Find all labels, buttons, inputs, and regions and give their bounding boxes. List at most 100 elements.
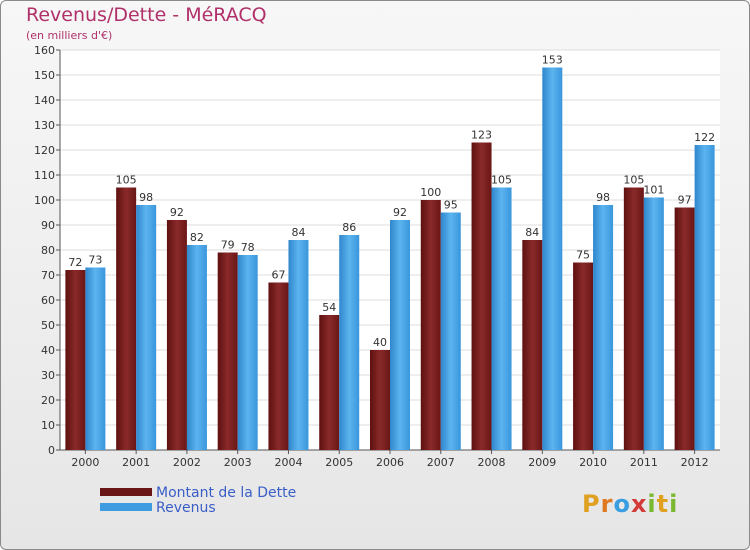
data-label: 92 bbox=[393, 206, 407, 219]
data-label: 92 bbox=[170, 206, 184, 219]
data-label: 97 bbox=[678, 194, 692, 207]
y-tick-label: 130 bbox=[34, 119, 55, 132]
data-label: 40 bbox=[373, 336, 387, 349]
bar-dette bbox=[319, 315, 340, 450]
logo-letter: i bbox=[669, 490, 679, 518]
data-label: 105 bbox=[491, 174, 512, 187]
bar-revenus bbox=[440, 212, 461, 450]
logo-letter: t bbox=[656, 490, 670, 518]
bar-revenus bbox=[339, 235, 360, 450]
x-tick-label: 2009 bbox=[528, 456, 556, 469]
y-tick-label: 10 bbox=[41, 419, 55, 432]
chart-subtitle: (en milliers d'€) bbox=[26, 29, 113, 42]
y-tick-label: 150 bbox=[34, 69, 55, 82]
logo-letter: o bbox=[613, 490, 631, 518]
data-label: 98 bbox=[139, 191, 153, 204]
data-label: 86 bbox=[342, 221, 356, 234]
legend-item-revenus: Revenus bbox=[100, 501, 296, 516]
data-label: 105 bbox=[116, 174, 137, 187]
data-label: 82 bbox=[190, 231, 204, 244]
logo-letter: x bbox=[630, 490, 648, 518]
y-tick-label: 40 bbox=[41, 344, 55, 357]
y-tick-label: 160 bbox=[34, 44, 55, 57]
bar-revenus bbox=[542, 67, 563, 450]
bar-revenus bbox=[136, 205, 157, 450]
x-tick-label: 2007 bbox=[427, 456, 455, 469]
bar-dette bbox=[522, 240, 543, 450]
data-label: 153 bbox=[542, 54, 563, 67]
y-tick-label: 60 bbox=[41, 294, 55, 307]
data-label: 100 bbox=[420, 186, 441, 199]
x-tick-label: 2006 bbox=[376, 456, 404, 469]
data-label: 67 bbox=[271, 269, 285, 282]
bar-revenus bbox=[288, 240, 309, 450]
logo-letter: P bbox=[582, 490, 601, 518]
x-tick-label: 2005 bbox=[325, 456, 353, 469]
bar-revenus bbox=[694, 145, 715, 450]
y-tick-label: 0 bbox=[48, 444, 55, 457]
y-tick-label: 50 bbox=[41, 319, 55, 332]
y-tick-label: 20 bbox=[41, 394, 55, 407]
data-label: 75 bbox=[576, 249, 590, 262]
x-tick-label: 2002 bbox=[173, 456, 201, 469]
bar-dette bbox=[370, 350, 390, 450]
logo-letter: r bbox=[600, 490, 614, 518]
bar-revenus bbox=[643, 197, 664, 450]
data-label: 72 bbox=[68, 256, 82, 269]
bar-dette bbox=[573, 262, 594, 450]
bar-dette bbox=[116, 187, 137, 450]
y-tick-label: 120 bbox=[34, 144, 55, 157]
y-tick-label: 140 bbox=[34, 94, 55, 107]
bar-dette bbox=[674, 207, 695, 450]
proxiti-logo: Proxiti bbox=[582, 490, 678, 518]
x-tick-label: 2000 bbox=[71, 456, 99, 469]
y-tick-label: 100 bbox=[34, 194, 55, 207]
data-label: 123 bbox=[471, 129, 492, 142]
x-tick-label: 2004 bbox=[274, 456, 302, 469]
bar-dette bbox=[217, 252, 238, 450]
x-tick-label: 2011 bbox=[630, 456, 658, 469]
bar-dette bbox=[420, 200, 441, 450]
y-tick-label: 30 bbox=[41, 369, 55, 382]
y-tick-label: 110 bbox=[34, 169, 55, 182]
data-label: 101 bbox=[643, 184, 664, 197]
bar-revenus bbox=[186, 245, 207, 450]
chart-title: Revenus/Dette - MéRACQ bbox=[26, 4, 267, 26]
bar-revenus bbox=[85, 267, 106, 450]
data-label: 84 bbox=[291, 226, 305, 239]
data-label: 79 bbox=[221, 239, 235, 252]
y-tick-label: 90 bbox=[41, 219, 55, 232]
bar-revenus bbox=[491, 187, 512, 450]
bar-dette bbox=[623, 187, 644, 450]
data-label: 73 bbox=[88, 254, 102, 267]
data-label: 105 bbox=[623, 174, 644, 187]
data-label: 78 bbox=[241, 241, 255, 254]
data-label: 98 bbox=[596, 191, 610, 204]
bar-revenus bbox=[593, 205, 614, 450]
legend-item-debt: Montant de la Dette bbox=[100, 486, 296, 501]
legend-label-debt: Montant de la Dette bbox=[156, 485, 297, 501]
data-label: 95 bbox=[444, 199, 458, 212]
x-tick-label: 2008 bbox=[478, 456, 506, 469]
legend-swatch-debt bbox=[100, 488, 152, 496]
logo-letter: i bbox=[647, 490, 657, 518]
bar-dette bbox=[268, 282, 289, 450]
x-tick-label: 2010 bbox=[579, 456, 607, 469]
bar-dette bbox=[166, 220, 187, 450]
x-tick-label: 2003 bbox=[224, 456, 252, 469]
y-tick-label: 70 bbox=[41, 269, 55, 282]
data-label: 122 bbox=[694, 131, 715, 144]
legend-label-revenus: Revenus bbox=[156, 500, 216, 516]
x-tick-label: 2012 bbox=[681, 456, 709, 469]
data-label: 84 bbox=[525, 226, 539, 239]
bar-dette bbox=[65, 270, 86, 450]
legend-swatch-revenus bbox=[100, 503, 152, 511]
data-label: 54 bbox=[322, 301, 336, 314]
bar-dette bbox=[471, 142, 492, 450]
bar-revenus bbox=[237, 255, 258, 450]
y-tick-label: 80 bbox=[41, 244, 55, 257]
bar-revenus bbox=[390, 220, 410, 450]
x-tick-label: 2001 bbox=[122, 456, 150, 469]
legend: Montant de la Dette Revenus bbox=[100, 486, 296, 516]
